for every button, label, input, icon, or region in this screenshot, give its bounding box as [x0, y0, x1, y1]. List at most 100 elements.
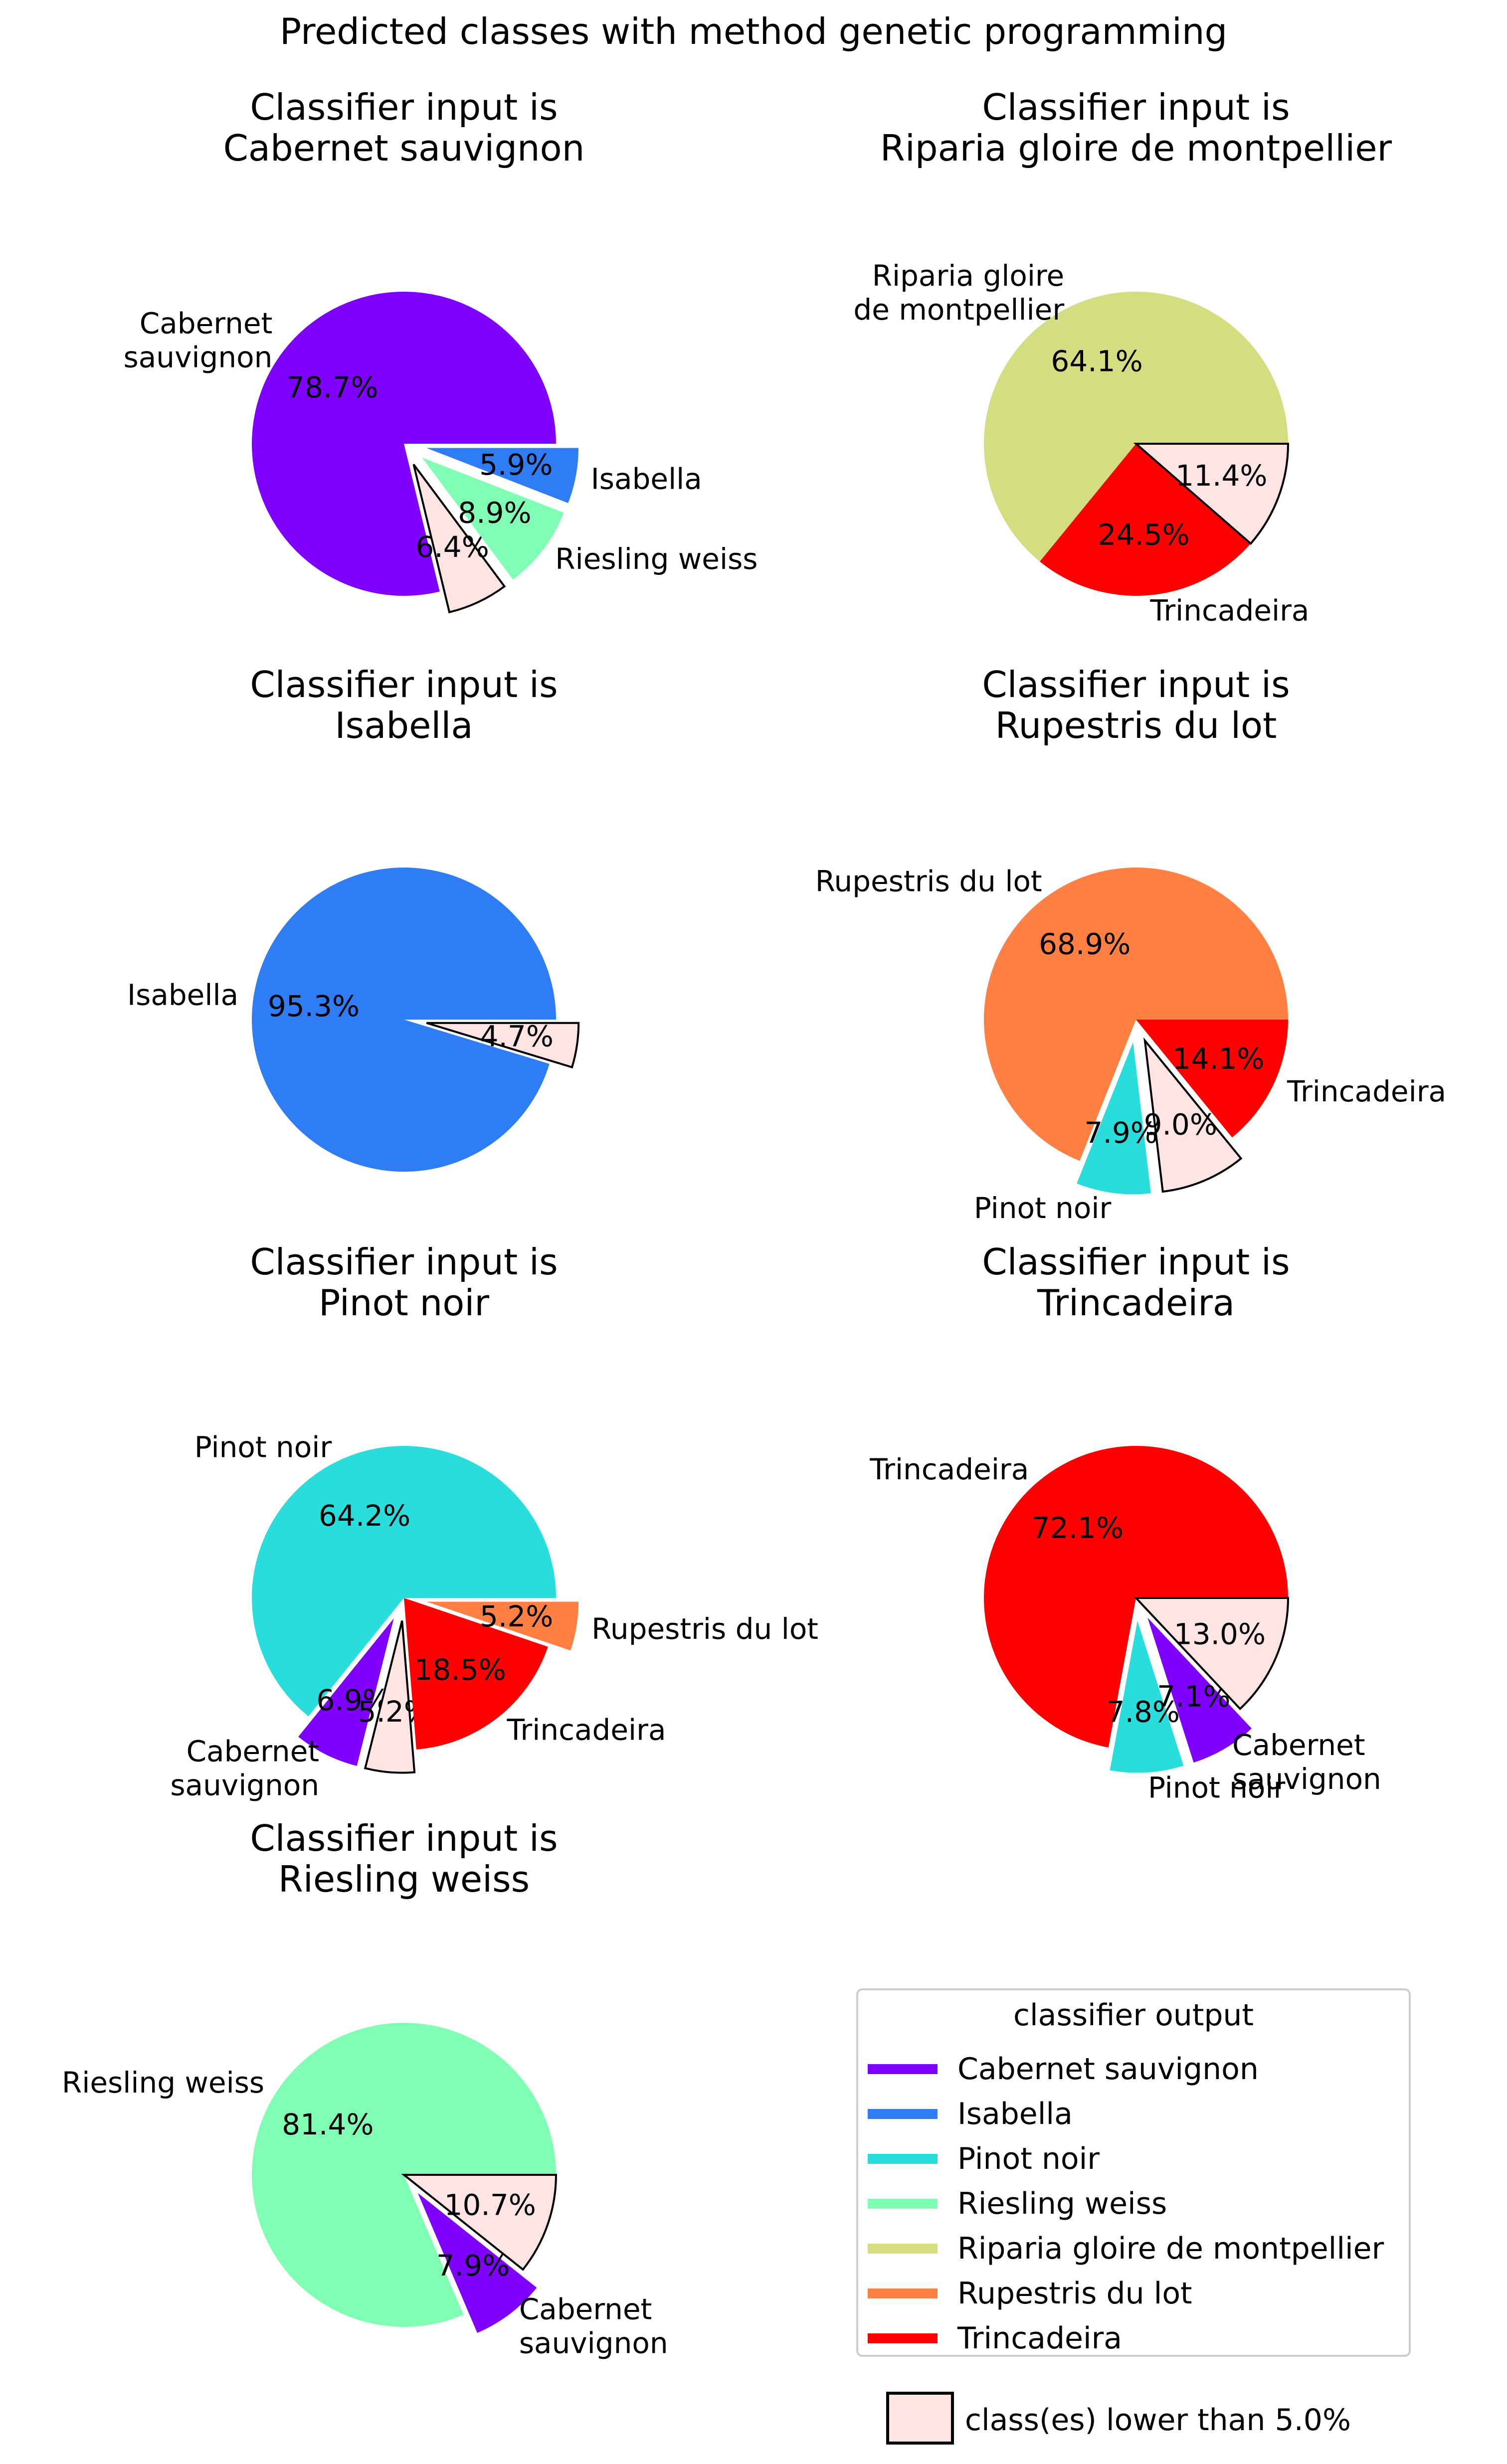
slice-percent-label: 68.9% [1039, 927, 1130, 961]
pie-panel-cabernet-sauvignon: Classifier input is Cabernet sauvignon 78.… [124, 86, 758, 614]
panel-title-prefix: Classifier input is [250, 1817, 558, 1859]
slice-category-label: Cabernet [187, 1734, 320, 1768]
slice-category-label: Trincadeira [1287, 1074, 1446, 1108]
slice-percent-label: 78.7% [286, 370, 378, 404]
legend-label: Riparia gloire de montpellier [957, 2231, 1384, 2266]
pie-slice-trincadeira [983, 1445, 1288, 1748]
others-note: class(es) lower than 5.0% [886, 2392, 1351, 2445]
slice-category-label: de montpellier [853, 293, 1064, 327]
legend-label: Cabernet sauvignon [957, 2052, 1259, 2087]
panel-title-class: Rupestris du lot [995, 704, 1277, 746]
panel-title-prefix: Classifier input is [250, 1241, 558, 1283]
legend-label: Trincadeira [957, 2321, 1122, 2356]
panel-title-prefix: Classifier input is [982, 664, 1290, 705]
panel-title-class: Riparia gloire de montpellier [880, 127, 1392, 169]
panel-title-prefix: Classifier input is [982, 1241, 1290, 1283]
pie-slice-riparia-gloire-de-montpellier [983, 291, 1288, 562]
slice-category-label: Pinot noir [1148, 1770, 1286, 1804]
slice-percent-label: 7.9% [1085, 1116, 1158, 1150]
slice-category-label: sauvignon [170, 1768, 319, 1802]
pie-panel-isabella: Classifier input isIsabella95.3%Isabella… [127, 664, 580, 1172]
others-note-label: class(es) lower than 5.0% [965, 2403, 1351, 2438]
legend-label: Isabella [957, 2097, 1073, 2131]
slice-category-label: Cabernet [1232, 1728, 1365, 1762]
slice-category-label: Riesling weiss [555, 542, 757, 576]
slice-percent-label: 81.4% [282, 2108, 374, 2141]
pie-slice-riesling-weiss [422, 457, 564, 580]
pie-slice-cabernet-sauvignon [417, 2193, 537, 2333]
legend-item-riesling-weiss: Riesling weiss [868, 2186, 1167, 2221]
slice-category-label: sauvignon [519, 2326, 668, 2360]
panel-title-class: Trincadeira [1037, 1282, 1235, 1324]
legend-item-rupestris-du-lot: Rupestris du lot [868, 2276, 1192, 2311]
panel-title-class: Riesling weiss [278, 1858, 530, 1900]
pie-slice-trincadeira [1136, 1020, 1288, 1138]
pie-slice-class-es-lower-than-5-0 [401, 2174, 558, 2271]
legend-entries: Cabernet sauvignon Isabella Pinot noir Ries… [868, 2052, 1384, 2356]
pie-panels: Classifier input is Cabernet sauvignon 78.… [62, 86, 1446, 2360]
others-note-swatch [886, 2392, 954, 2445]
pie-slice-class-es-lower-than-5-0 [1143, 1037, 1243, 1193]
legend: classifier output Cabernet sauvignon Isab… [856, 1988, 1411, 2357]
panel-title-class: Isabella [335, 704, 473, 746]
pie-panel-trincadeira: Classifier input isTrincadeira72.1%Trinc… [869, 1241, 1381, 1804]
figure-title: Predicted classes with method genetic pr… [280, 10, 1227, 52]
legend-label: Rupestris du lot [957, 2276, 1192, 2311]
slice-percent-label: 64.2% [319, 1499, 410, 1533]
legend-item-cabernet-sauvignon: Cabernet sauvignon [868, 2052, 1259, 2087]
pie-slice-trincadeira [404, 1598, 548, 1750]
slice-category-label: sauvignon [124, 341, 273, 374]
pie-slice-rupestris-du-lot [426, 1601, 579, 1651]
slice-percent-label: 10.7% [444, 2188, 536, 2222]
slice-percent-label: 6.4% [415, 530, 489, 564]
legend-item-isabella: Isabella [868, 2097, 1073, 2131]
pie-slice-pinot-noir [252, 1446, 556, 1717]
panel-title-prefix: Classifier input is [982, 86, 1290, 128]
legend-label: Riesling weiss [957, 2186, 1167, 2221]
panel-title-prefix: Classifier input is [250, 86, 558, 128]
slice-percent-label: 5.2% [480, 1599, 553, 1633]
slice-percent-label: 6.9% [316, 1683, 389, 1717]
slice-category-label: Rupestris du lot [591, 1612, 818, 1646]
pie-slice-isabella [426, 448, 578, 504]
slice-category-label: Pinot noir [974, 1191, 1112, 1225]
slice-percent-label: 4.7% [480, 1020, 554, 1054]
slice-percent-label: 5.9% [479, 448, 553, 482]
pie-slice-pinot-noir [1077, 1042, 1151, 1195]
slice-percent-label: 14.1% [1172, 1042, 1264, 1076]
pie-slice-rupestris-du-lot [983, 867, 1288, 1161]
slice-percent-label: 9.0% [1144, 1108, 1217, 1142]
slice-category-label: Cabernet [519, 2292, 652, 2326]
legend-title: classifier output [1013, 1998, 1254, 2033]
slice-category-label: Isabella [127, 978, 238, 1012]
slice-category-label: Cabernet [140, 307, 273, 341]
legend-item-pinot-noir: Pinot noir [868, 2141, 1100, 2176]
slice-category-label: Riparia gloire [872, 259, 1065, 293]
pie-slice-class-es-lower-than-5-0 [426, 1022, 580, 1068]
slice-category-label: Trincadeira [506, 1713, 666, 1747]
panel-title-prefix: Classifier input is [250, 664, 558, 705]
slice-percent-label: 72.1% [1032, 1511, 1124, 1545]
pie-slice-pinot-noir [1110, 1620, 1184, 1773]
slice-category-label: Riesling weiss [62, 2066, 264, 2100]
slice-category-label: sauvignon [1232, 1762, 1381, 1796]
legend-frame [856, 1988, 1411, 2357]
slice-percent-label: 64.1% [1051, 345, 1142, 378]
pie-slice-cabernet-sauvignon [1147, 1617, 1252, 1763]
slice-category-label: Pinot noir [194, 1430, 332, 1464]
slice-percent-label: 13.0% [1174, 1617, 1266, 1651]
pie-slice-cabernet-sauvignon [251, 292, 556, 596]
panel-title-class: Pinot noir [319, 1282, 489, 1324]
pie-slice-isabella [251, 868, 556, 1172]
slice-percent-label: 11.4% [1175, 459, 1267, 493]
slice-percent-label: 7.9% [436, 2249, 510, 2283]
slice-category-label: Trincadeira [1149, 593, 1309, 627]
slice-percent-label: 24.5% [1098, 518, 1189, 551]
slice-percent-label: 8.9% [458, 496, 531, 530]
legend-label: Pinot noir [957, 2141, 1100, 2176]
pie-slice-class-es-lower-than-5-0 [1133, 1597, 1290, 1711]
